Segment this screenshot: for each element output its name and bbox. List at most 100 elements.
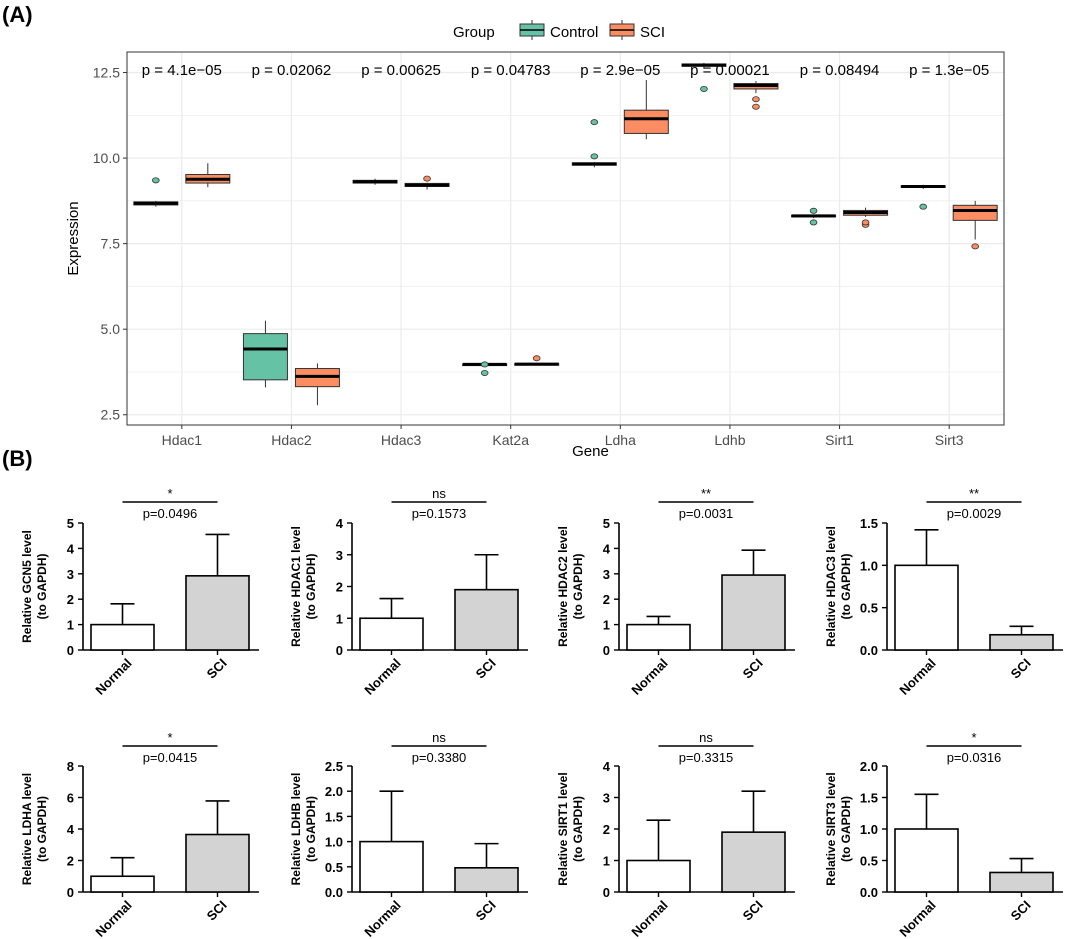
y-tick-label: 3 (603, 791, 610, 806)
bar-panel-hdac3: 0.0 0.5 1.0 1.5 Normal SCI ** p=0.0029 Relative … (824, 486, 1063, 698)
y-axis-title: Relative HDAC2 level(to GAPDH) (556, 526, 585, 647)
y-tick-label: 4 (67, 822, 75, 837)
y-tick-label: 1.0 (325, 835, 343, 850)
y-tick-label: 2.5 (101, 407, 121, 423)
x-tick-label: SCI (473, 656, 499, 682)
y-tick-label: 2 (603, 822, 610, 837)
box-sci-sirt3 (952, 200, 998, 250)
y-tick-label: 1 (603, 854, 610, 869)
legend-entry-control: Control (550, 24, 598, 41)
y-tick-label: 8 (67, 759, 74, 774)
y-tick-label: 0.0 (860, 643, 878, 658)
x-tick-label: Hdac3 (381, 432, 422, 448)
y-axis-title: Relative SIRT3 level(to GAPDH) (824, 772, 853, 885)
panel-label-b: (B) (2, 446, 33, 471)
y-axis-title-line1: Relative LDHA level (20, 773, 34, 885)
y-tick-label: 0.5 (860, 601, 878, 616)
y-tick-label: 2.0 (860, 759, 878, 774)
outlier-point (919, 203, 927, 210)
y-tick-label: 5.0 (101, 321, 121, 337)
outlier-point (809, 207, 818, 214)
box-control-sirt1 (791, 207, 837, 226)
pvalue-label: p = 0.00625 (361, 62, 441, 79)
x-tick-label: Normal (361, 898, 403, 939)
outlier-point (532, 355, 541, 362)
y-tick-label: 0 (67, 643, 74, 658)
x-tick-label: Ldhb (714, 432, 745, 448)
y-axis-title-line1: Relative GCN5 level (20, 530, 34, 643)
outlier-point (752, 103, 760, 110)
significance-marker: * (971, 730, 976, 745)
outlier-point (971, 243, 979, 250)
y-tick-label: 1.0 (860, 558, 878, 573)
x-tick-label: SCI (204, 656, 230, 682)
bar-normal (359, 617, 424, 651)
bar-normal (626, 859, 691, 893)
y-axis-title-line1: Relative SIRT3 level (824, 772, 838, 885)
outlier-point (480, 369, 489, 376)
box-body (952, 204, 998, 221)
y-tick-label: 1 (603, 618, 610, 633)
y-tick-label: 0.0 (325, 885, 343, 900)
outlier-point (861, 219, 870, 226)
y-tick-label: 2 (336, 580, 343, 595)
y-tick-label: 1 (336, 611, 343, 626)
bar-panel-hdac2: 0 1 2 3 4 5 Normal SCI ** p=0.0031 Relative HDAC2 … (556, 486, 795, 698)
outlier-point (590, 153, 599, 160)
y-tick-label: 5 (603, 516, 610, 531)
bar-panel-hdac1: 0 1 2 3 4 Normal SCI ns p=0.1573 Relative HDAC1 l… (289, 486, 528, 698)
x-tick-label: Normal (92, 898, 134, 939)
bar-sci (185, 833, 250, 893)
x-tick-label: Ldha (605, 432, 636, 448)
bar-panel-ldhb: 0.0 0.5 1.0 1.5 2.0 2.5 Normal SCI ns p=0.3380 Rel… (289, 730, 528, 939)
x-tick-label: Hdac1 (162, 432, 203, 448)
pvalue-label: p=0.0415 (143, 750, 198, 765)
y-axis-title: Relative HDAC1 level(to GAPDH) (289, 526, 318, 647)
box-sci-hdac1 (185, 163, 231, 188)
y-tick-label: 0.0 (860, 885, 878, 900)
bar-normal (894, 564, 959, 651)
box-sci-kat2a (514, 355, 560, 366)
box-control-ldhb (681, 62, 727, 92)
x-tick-label: SCI (1008, 656, 1034, 682)
y-tick-label: 0 (336, 643, 343, 658)
y-axis-title-line1: Relative HDAC1 level (289, 526, 303, 647)
significance-marker: ** (701, 486, 711, 501)
y-tick-label: 2.0 (325, 784, 343, 799)
y-tick-label: 3 (67, 567, 74, 582)
outlier-point (152, 177, 160, 184)
bar-normal (90, 875, 155, 893)
box-sci-sirt1 (843, 207, 889, 228)
y-tick-label: 6 (67, 791, 74, 806)
y-axis-title-line2: (to GAPDH) (571, 554, 585, 620)
x-tick-label: SCI (740, 898, 766, 924)
box-body (623, 109, 669, 134)
box-sci-ldha (623, 80, 669, 140)
x-tick-label: Normal (896, 898, 938, 939)
box-control-ldha (571, 119, 617, 168)
y-axis-title-line2: (to GAPDH) (571, 796, 585, 862)
significance-marker: ns (432, 486, 446, 501)
y-tick-label: 3 (603, 567, 610, 582)
y-tick-label: 1.5 (325, 809, 343, 824)
box-control-kat2a (462, 361, 508, 376)
y-tick-label: 2 (603, 592, 610, 607)
x-tick-label: Hdac2 (271, 432, 312, 448)
y-axis-title-line2: (to GAPDH) (35, 554, 49, 620)
plot-frame (126, 51, 1005, 426)
pvalue-label: p = 0.08494 (800, 62, 880, 79)
outlier-point (423, 175, 431, 182)
pvalue-label: p = 0.00021 (690, 62, 770, 79)
pvalue-label: p=0.0496 (143, 506, 198, 521)
x-tick-label: SCI (204, 898, 230, 924)
legend: Group Control SCI (453, 20, 665, 41)
x-tick-label: SCI (1008, 898, 1034, 924)
x-axis-title: Gene (572, 443, 609, 460)
box-control-hdac1 (133, 177, 179, 207)
outlier-point (590, 119, 599, 126)
y-axis-title-line2: (to GAPDH) (304, 796, 318, 862)
x-tick-label: SCI (740, 656, 766, 682)
pvalue-label: p = 0.04783 (471, 62, 551, 79)
box-sci-hdac3 (404, 175, 450, 190)
y-tick-label: 4 (603, 759, 611, 774)
